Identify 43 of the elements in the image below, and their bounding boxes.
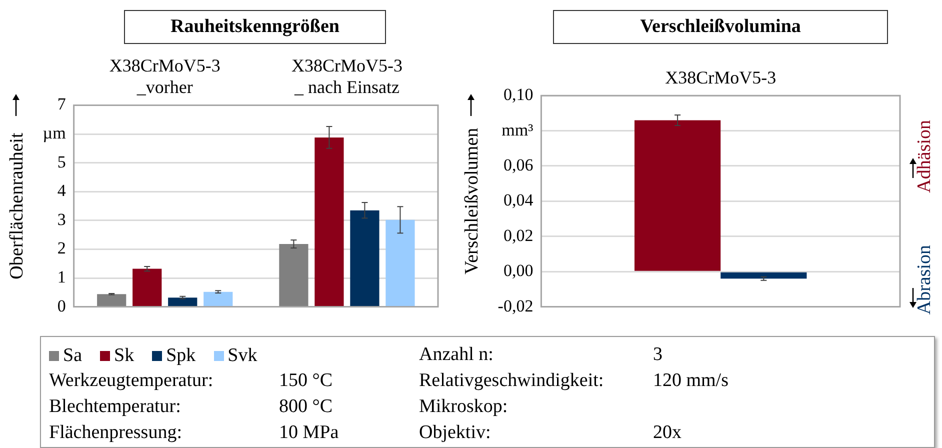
text: Adhäsion [914, 120, 936, 193]
legend-label: Sk [114, 344, 134, 368]
text: Mikroskop: [419, 395, 509, 419]
legend-label: Svk [228, 344, 258, 368]
y-tick-label: 0,06 [503, 155, 534, 174]
x-tick-label: X38CrMoV5-3 _ nach Einsatz [291, 56, 402, 98]
y-tick-label: 5 [57, 152, 66, 172]
bar [386, 220, 415, 306]
text: Blechtemperatur: 800 °C [49, 396, 333, 417]
y-tick-label: 0,04 [503, 190, 534, 210]
legend-label: Spk [166, 344, 196, 368]
y-tick-label: 2 [57, 238, 66, 258]
y-axis-title: Oberflächenrauheit [6, 132, 28, 280]
y-axis-title: Verschleißvolumen [461, 127, 482, 275]
x-tick-label: X38CrMoV5-3 [665, 68, 776, 88]
y-tick-label: 3 [57, 210, 66, 229]
text: Werkzeugtemperatur: 150 °C [49, 370, 333, 391]
y-tick-label: 7 [57, 94, 66, 114]
text: Anzahl n: 3 [419, 344, 662, 365]
y-tick-label: 4 [57, 181, 66, 200]
y-tick-label: 0 [57, 296, 66, 316]
y-tick-label: 0,10 [503, 85, 534, 104]
chart-title: Verschleißvolumina [553, 10, 888, 44]
bar [314, 137, 344, 306]
y-tick-label: 1 [57, 267, 66, 286]
chart-title: Rauheitskenngrößen [124, 10, 386, 44]
y-tick-label: -0,02 [498, 296, 534, 316]
bar [204, 292, 233, 306]
x-tick-label: X38CrMoV5-3 _vorher [109, 56, 220, 98]
y-tick-label: mm³ [502, 120, 534, 140]
legend-label: Sa [63, 344, 82, 368]
y-tick-label: µm [42, 123, 66, 142]
y-tick-label: 0,00 [503, 261, 534, 280]
bar [168, 298, 198, 306]
text: Flächenpressung: 10 MPa [49, 422, 339, 443]
bar [279, 244, 308, 306]
text: Abrasion [914, 245, 936, 315]
bar [132, 268, 162, 306]
bar [97, 294, 126, 306]
bar [350, 210, 380, 306]
text: Objektiv: 20x [419, 422, 682, 443]
text: Relativgeschwindigkeit: 120 mm/s [419, 370, 728, 391]
y-tick-label: 0,02 [503, 226, 534, 245]
